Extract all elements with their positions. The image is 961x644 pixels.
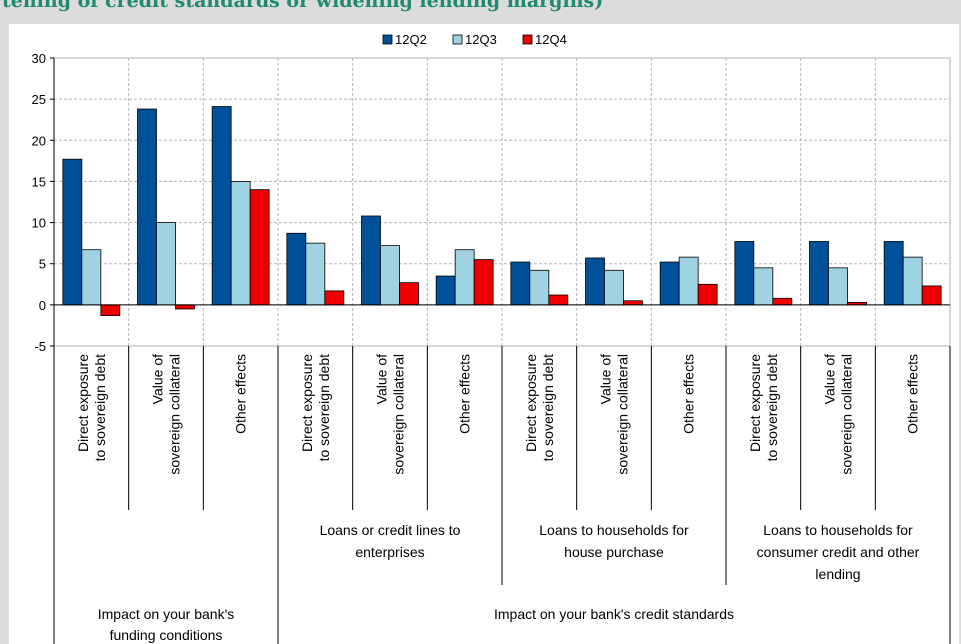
x-tick-label: Direct exposureto sovereign debt <box>75 354 108 462</box>
x-tick-label: Direct exposureto sovereign debt <box>299 354 332 462</box>
bar-12Q4 <box>324 290 345 306</box>
bar-12Q3 <box>230 181 251 306</box>
x-tick-label: Other effects <box>905 354 921 434</box>
bar-12Q2 <box>286 232 307 306</box>
x-tick-label: Value ofsovereign collateral <box>374 354 407 475</box>
bar-12Q3 <box>380 245 400 306</box>
subgroup-label: Loans or credit lines to <box>320 522 461 538</box>
y-tick-label: 25 <box>32 92 46 107</box>
bar-12Q2 <box>435 275 456 306</box>
subgroup-label: lending <box>815 566 860 582</box>
bar-12Q2 <box>361 215 381 306</box>
y-tick-label: 30 <box>32 51 46 66</box>
bar-12Q2 <box>809 241 829 306</box>
bar-12Q2 <box>883 241 904 306</box>
x-tick-label: Other effects <box>457 354 473 434</box>
y-tick-label: 20 <box>32 133 46 148</box>
legend-swatch-12Q2 <box>382 34 393 45</box>
bar-12Q3 <box>454 249 475 306</box>
bar-12Q4 <box>921 285 942 306</box>
bar-12Q2 <box>137 108 157 306</box>
bar-12Q2 <box>211 106 232 306</box>
bar-12Q4 <box>175 304 195 310</box>
subgroup-label: consumer credit and other <box>757 544 920 560</box>
bar-12Q2 <box>585 257 605 306</box>
bar-12Q3 <box>156 222 176 306</box>
group-label: funding conditions <box>110 627 223 643</box>
bar-12Q3 <box>81 249 102 306</box>
bar-12Q4 <box>399 282 419 306</box>
subgroup-label: Loans to households for <box>763 522 913 538</box>
bar-12Q4 <box>100 304 121 316</box>
x-tick-label: Other effects <box>233 354 249 434</box>
bar-12Q4 <box>697 283 718 306</box>
bar-12Q4 <box>623 300 643 306</box>
bar-12Q3 <box>604 269 624 306</box>
bar-12Q4 <box>473 259 494 306</box>
page-title: tening of credit standards or widening l… <box>2 0 604 12</box>
x-tick-label: Value ofsovereign collateral <box>598 354 631 475</box>
y-tick-label: -5 <box>34 339 46 354</box>
subgroup-label: house purchase <box>564 544 664 560</box>
x-tick-label: Other effects <box>681 354 697 434</box>
bar-12Q3 <box>828 267 848 306</box>
header-strip: tening of credit standards or widening l… <box>0 0 961 16</box>
subgroup-label: enterprises <box>355 544 424 560</box>
bar-12Q3 <box>678 256 699 306</box>
x-tick-label: Direct exposureto sovereign debt <box>523 354 556 462</box>
x-tick-label: Value ofsovereign collateral <box>822 354 855 475</box>
legend-label-12Q2: 12Q2 <box>395 32 427 47</box>
legend-label-12Q3: 12Q3 <box>465 32 497 47</box>
group-label: Impact on your bank's <box>98 606 235 622</box>
bar-12Q3 <box>753 267 774 306</box>
bar-12Q2 <box>510 261 531 306</box>
bar-12Q4 <box>772 297 793 306</box>
bar-12Q2 <box>659 261 680 306</box>
bar-12Q2 <box>62 158 83 306</box>
bar-chart: -5 0 5 10 15 20 25 30 Direct exposureto sovereig… <box>32 32 951 644</box>
legend-swatch-12Q4 <box>522 34 533 45</box>
x-tick-label: Value ofsovereign collateral <box>150 354 183 475</box>
y-tick-label: 5 <box>39 257 46 272</box>
bar-12Q4 <box>249 189 270 306</box>
bar-12Q3 <box>305 242 326 306</box>
y-tick-label: 0 <box>39 298 46 313</box>
y-tick-label: 10 <box>32 216 46 231</box>
bar-12Q3 <box>529 269 550 306</box>
legend-swatch-12Q3 <box>452 34 463 45</box>
bar-12Q3 <box>902 256 923 306</box>
legend-label-12Q4: 12Q4 <box>535 32 567 47</box>
bar-12Q2 <box>734 241 755 306</box>
y-tick-label: 15 <box>32 174 46 189</box>
bar-12Q4 <box>548 294 569 306</box>
chart-panel: -5 0 5 10 15 20 25 30 Direct exposureto sovereig… <box>9 24 959 644</box>
subgroup-label: Loans to households for <box>539 522 689 538</box>
x-tick-label: Direct exposureto sovereign debt <box>747 354 780 462</box>
group-label: Impact on your bank's credit standards <box>494 606 734 622</box>
